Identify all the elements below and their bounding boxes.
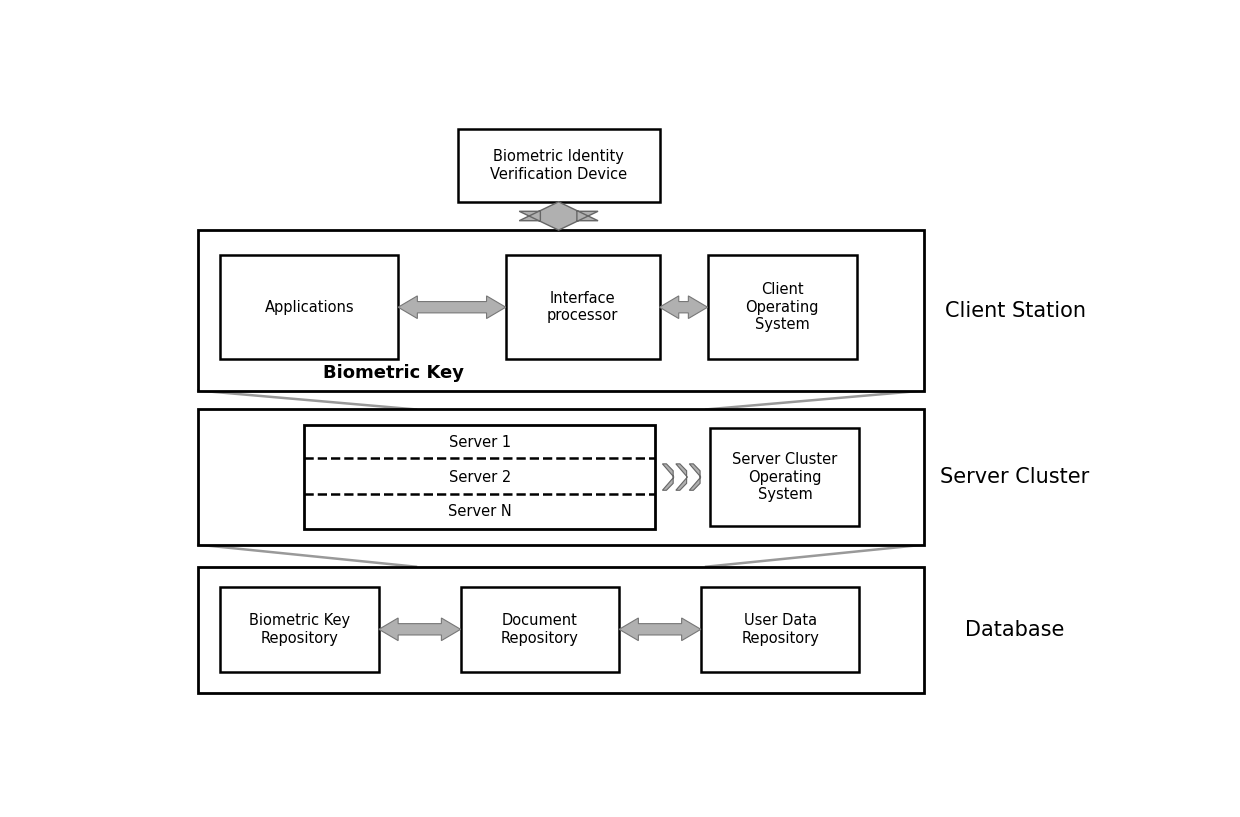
Polygon shape: [689, 464, 701, 490]
FancyBboxPatch shape: [304, 425, 655, 529]
Polygon shape: [520, 202, 598, 230]
FancyBboxPatch shape: [198, 409, 924, 545]
Text: Interface
processor: Interface processor: [547, 291, 619, 324]
FancyBboxPatch shape: [506, 256, 660, 359]
Polygon shape: [676, 464, 687, 490]
FancyBboxPatch shape: [711, 428, 859, 526]
FancyBboxPatch shape: [458, 130, 660, 202]
Text: Server N: Server N: [448, 504, 512, 520]
Polygon shape: [619, 618, 701, 641]
Text: Server Cluster: Server Cluster: [940, 467, 1090, 488]
FancyBboxPatch shape: [701, 587, 859, 672]
Polygon shape: [662, 464, 673, 490]
Text: Server Cluster
Operating
System: Server Cluster Operating System: [733, 452, 837, 502]
Text: Client
Operating
System: Client Operating System: [745, 283, 818, 333]
FancyBboxPatch shape: [221, 256, 398, 359]
Polygon shape: [398, 296, 506, 319]
Text: Biometric Key: Biometric Key: [324, 364, 464, 382]
FancyBboxPatch shape: [221, 587, 379, 672]
Text: Biometric Key
Repository: Biometric Key Repository: [249, 613, 350, 645]
Text: Client Station: Client Station: [945, 301, 1085, 320]
Text: Biometric Identity
Verification Device: Biometric Identity Verification Device: [490, 150, 627, 182]
FancyBboxPatch shape: [460, 587, 619, 672]
FancyBboxPatch shape: [198, 230, 924, 391]
Text: Document
Repository: Document Repository: [501, 613, 579, 645]
Polygon shape: [660, 296, 708, 319]
Text: Server 1: Server 1: [449, 435, 511, 449]
Text: Database: Database: [966, 619, 1065, 640]
Polygon shape: [379, 618, 460, 641]
Text: Applications: Applications: [264, 300, 355, 315]
Text: Server 2: Server 2: [449, 470, 511, 484]
FancyBboxPatch shape: [198, 567, 924, 693]
FancyBboxPatch shape: [708, 256, 857, 359]
Text: User Data
Repository: User Data Repository: [742, 613, 820, 645]
